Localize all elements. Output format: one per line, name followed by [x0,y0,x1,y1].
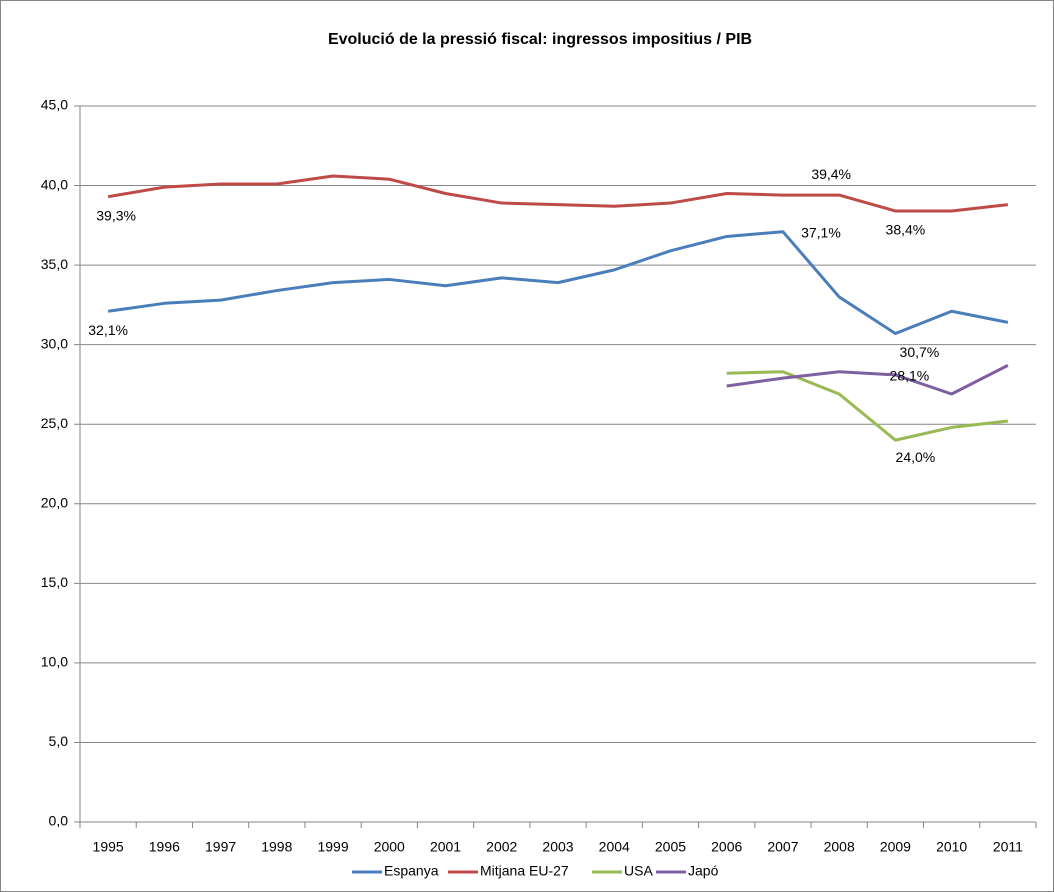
y-tick-label: 0,0 [49,813,69,829]
data-label: 37,1% [801,224,841,240]
legend-label: Espanya [384,863,439,879]
x-tick-label: 1995 [93,839,124,855]
data-label: 39,3% [96,207,136,223]
data-label: 38,4% [886,222,926,238]
x-tick-label: 2011 [993,839,1023,855]
x-tick-label: 2010 [936,839,967,855]
legend-label: Japó [688,863,719,879]
x-tick-label: 2005 [655,839,686,855]
series-line [107,230,1009,336]
data-label: 24,0% [896,449,936,465]
x-tick-label: 2001 [430,839,461,855]
series-line [726,364,1009,396]
x-tick-label: 2007 [767,839,798,855]
x-tick-label: 2009 [880,839,911,855]
chart-title: Evolució de la pressió fiscal: ingressos… [328,31,752,48]
y-tick-label: 25,0 [41,415,68,431]
data-label: 30,7% [900,344,940,360]
y-tick-label: 15,0 [41,574,68,590]
x-tick-label: 1999 [317,839,348,855]
legend-label: USA [624,863,653,879]
y-tick-label: 35,0 [41,256,68,272]
x-tick-label: 2004 [599,839,630,855]
x-tick-label: 2008 [824,839,855,855]
y-tick-label: 40,0 [41,176,68,192]
x-tick-label: 1996 [149,839,180,855]
x-tick-label: 1998 [261,839,292,855]
legend-label: Mitjana EU-27 [480,863,569,879]
x-tick-label: 2003 [542,839,573,855]
y-tick-label: 45,0 [41,97,68,113]
series-line [107,174,1009,213]
data-label: 32,1% [88,322,128,338]
series-line [726,370,1009,442]
y-tick-label: 10,0 [41,654,68,670]
y-tick-label: 30,0 [41,335,68,351]
data-label: 39,4% [811,166,851,182]
x-tick-label: 1997 [205,839,236,855]
x-tick-label: 2000 [374,839,405,855]
data-label: 28,1% [890,368,930,384]
x-tick-label: 2006 [711,839,742,855]
y-tick-label: 5,0 [49,733,69,749]
y-tick-label: 20,0 [41,494,68,510]
x-tick-label: 2002 [486,839,517,855]
